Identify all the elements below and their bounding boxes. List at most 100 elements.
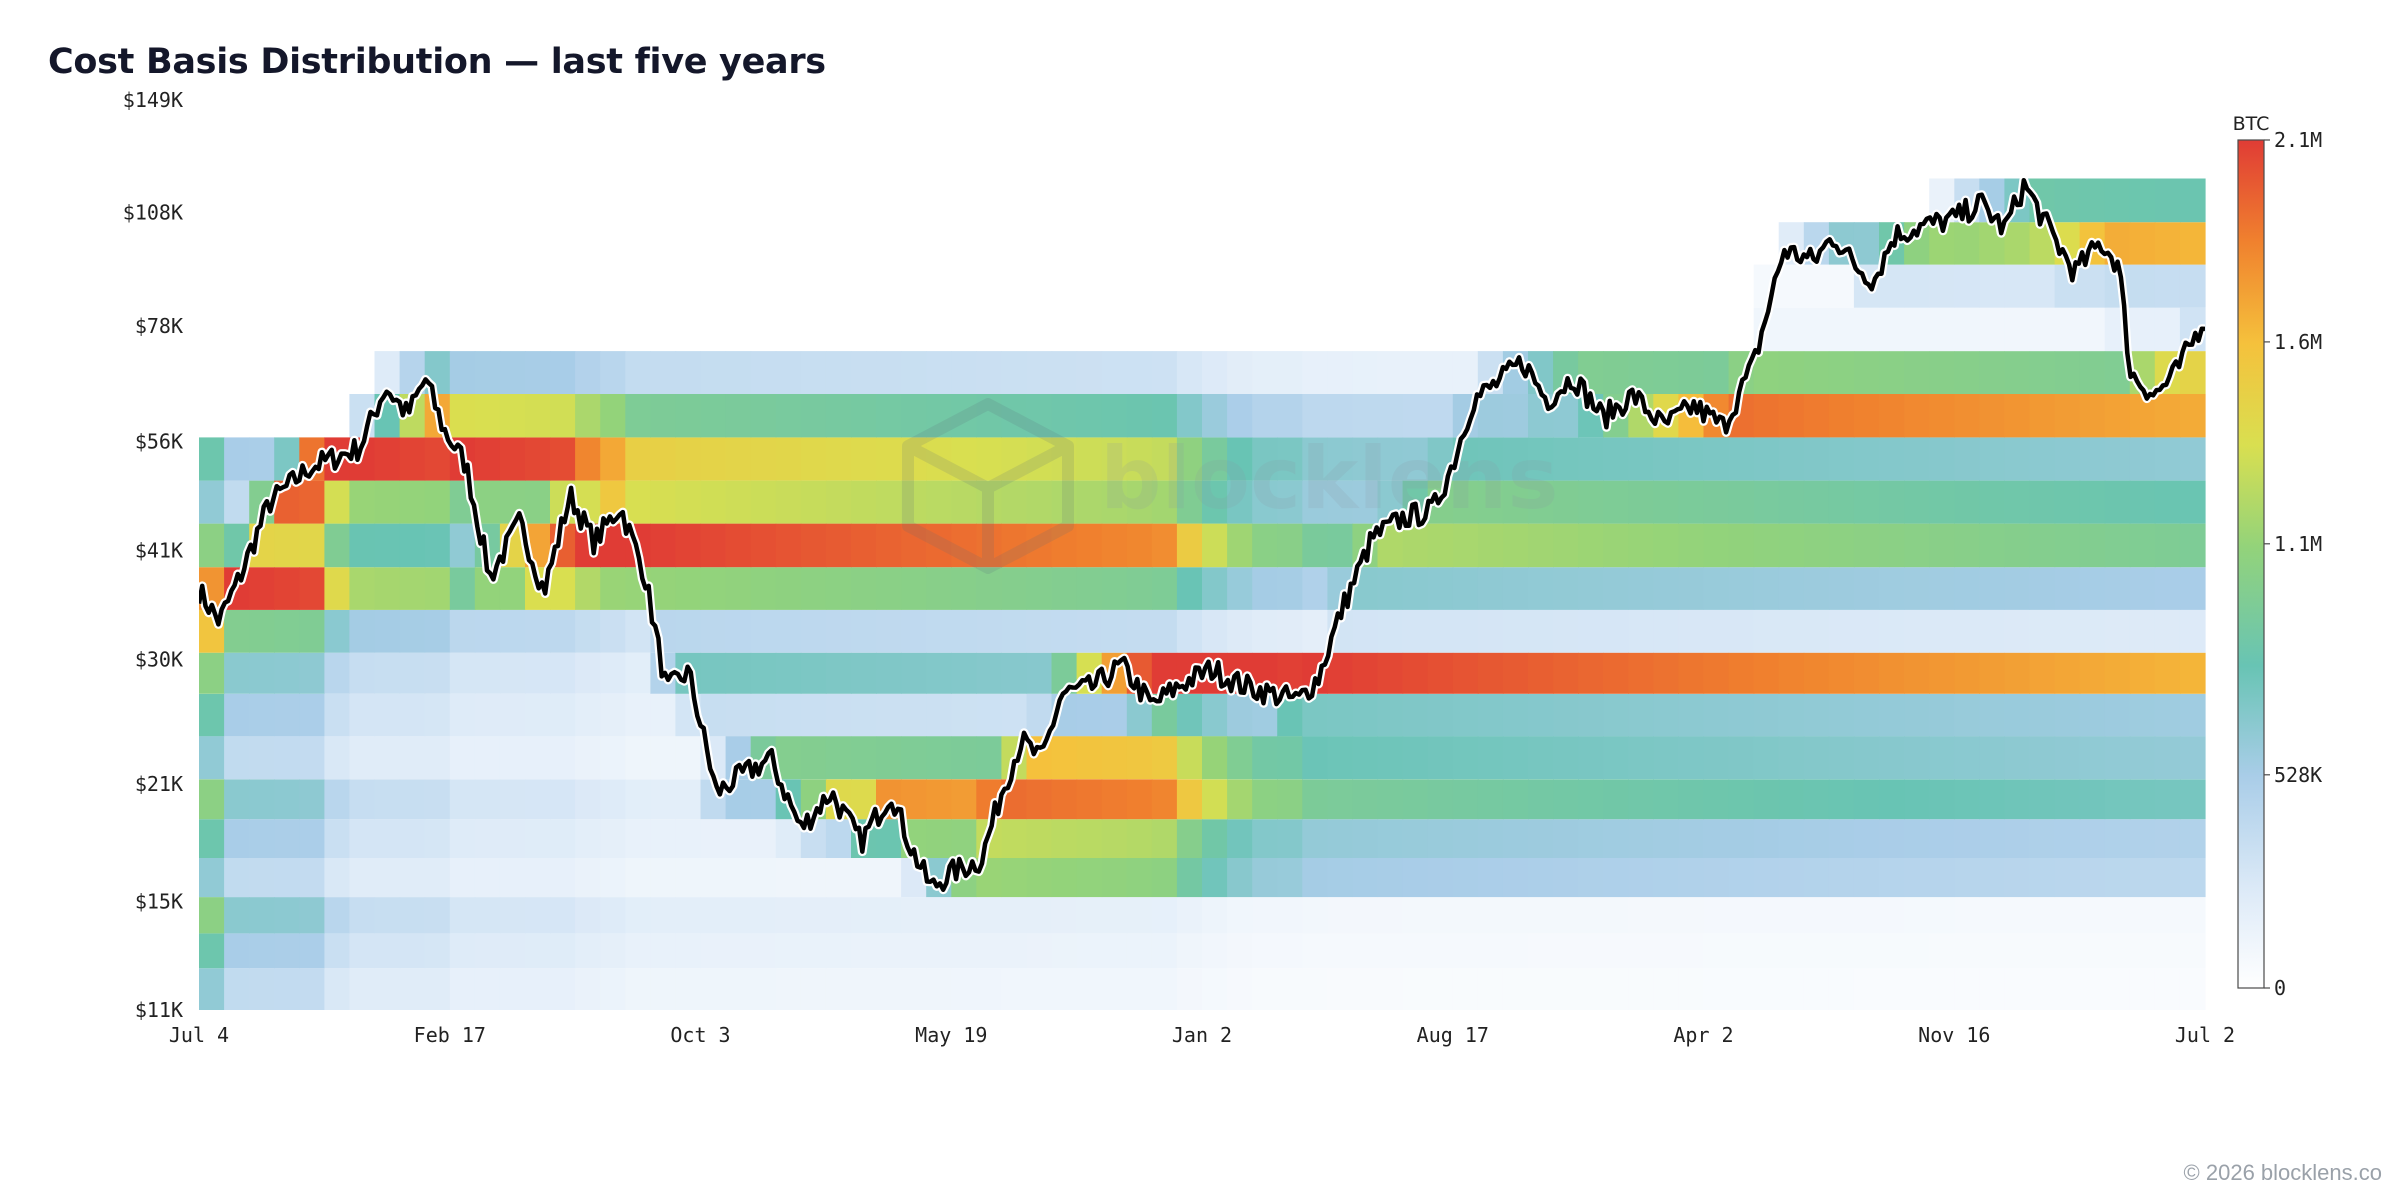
x-tick-label: Oct 3: [670, 1023, 730, 1047]
heatmap-cell: [775, 480, 802, 524]
heatmap-cell: [2004, 567, 2031, 610]
heatmap-cell: [1051, 968, 1078, 1010]
heatmap-cell: [449, 819, 476, 858]
heatmap-cell: [1427, 652, 1454, 694]
heatmap-cell: [1302, 567, 1328, 610]
heatmap-cell: [1076, 693, 1103, 737]
heatmap-cell: [1402, 609, 1429, 653]
heatmap-cell: [2179, 437, 2206, 481]
heatmap-cell: [725, 567, 752, 610]
heatmap-cell: [1202, 897, 1228, 934]
heatmap-cell: [750, 858, 777, 898]
price-line: [199, 177, 2205, 892]
heatmap-cell: [550, 567, 576, 610]
heatmap-cell: [1778, 567, 1805, 610]
heatmap-cell: [851, 437, 877, 481]
heatmap-cell: [1402, 437, 1429, 481]
heatmap-cell: [1151, 779, 1178, 820]
heatmap-cell: [1502, 933, 1529, 969]
heatmap-cell: [525, 437, 551, 481]
heatmap-cell: [2179, 779, 2206, 820]
heatmap-cell: [1703, 437, 1730, 481]
heatmap-cell: [1979, 652, 2005, 694]
y-tick-label: $149K: [123, 88, 183, 112]
heatmap-cell: [1678, 933, 1705, 969]
heatmap-cell: [926, 394, 952, 438]
heatmap-cell: [274, 652, 300, 694]
heatmap-cell: [1803, 480, 1830, 524]
heatmap-cell: [324, 609, 351, 653]
heatmap-cell: [1302, 736, 1328, 780]
heatmap-cell: [1352, 693, 1379, 737]
heatmap-cell: [2004, 480, 2031, 524]
heatmap-cell: [1678, 652, 1705, 694]
heatmap-cell: [1954, 819, 1980, 858]
heatmap-cell: [1202, 480, 1228, 524]
heatmap-cell: [876, 897, 902, 934]
heatmap-cell: [2054, 858, 2081, 898]
heatmap-cell: [800, 968, 827, 1010]
heatmap-cell: [1427, 933, 1454, 969]
heatmap-cell: [2004, 437, 2031, 481]
heatmap-cell: [800, 567, 827, 610]
heatmap-cell: [1026, 609, 1053, 653]
heatmap-cell: [650, 523, 677, 568]
heatmap-cell: [876, 858, 902, 898]
heatmap-cell: [374, 351, 401, 394]
heatmap-cell: [2104, 897, 2131, 934]
heatmap-cell: [1728, 609, 1755, 653]
heatmap-cell: [2029, 933, 2056, 969]
heatmap-cell: [951, 567, 977, 610]
heatmap-cell: [2104, 819, 2131, 858]
heatmap-cell: [2079, 897, 2106, 934]
heatmap-cell: [1678, 736, 1705, 780]
heatmap-cell: [1553, 968, 1579, 1010]
heatmap-cell: [2029, 858, 2056, 898]
heatmap-cell: [1753, 394, 1780, 438]
heatmap-cell: [2129, 819, 2156, 858]
heatmap-cell: [825, 437, 852, 481]
heatmap-cell: [1001, 394, 1028, 438]
heatmap-cell: [1778, 351, 1805, 394]
heatmap-cell: [474, 933, 501, 969]
heatmap-cell: [1628, 779, 1654, 820]
heatmap-cell: [600, 968, 626, 1010]
heatmap-cell: [2104, 523, 2131, 568]
heatmap-cell: [901, 523, 927, 568]
heatmap-cell: [1051, 897, 1078, 934]
heatmap-cell: [1803, 523, 1830, 568]
heatmap-cell: [951, 480, 977, 524]
heatmap-cell: [876, 693, 902, 737]
heatmap-cell: [1277, 351, 1303, 394]
heatmap-cell: [800, 351, 827, 394]
heatmap-cell: [1553, 897, 1579, 934]
heatmap-cell: [775, 394, 802, 438]
heatmap-cell: [901, 693, 927, 737]
heatmap-cell: [224, 819, 250, 858]
heatmap-cell: [274, 736, 300, 780]
heatmap-cell: [399, 480, 426, 524]
heatmap-cell: [1703, 897, 1730, 934]
heatmap-cell: [399, 523, 426, 568]
heatmap-cell: [1302, 437, 1328, 481]
heatmap-cell: [1026, 480, 1053, 524]
heatmap-cell: [324, 933, 351, 969]
heatmap-cell: [2179, 858, 2206, 898]
heatmap-cell: [951, 897, 977, 934]
heatmap-cell: [2154, 480, 2181, 524]
heatmap-cell: [349, 858, 376, 898]
heatmap-cell: [1352, 437, 1379, 481]
watermark: blocklens: [902, 398, 1559, 574]
heatmap-cell: [1528, 693, 1554, 737]
heatmap-cell: [1979, 968, 2005, 1010]
heatmap-cell: [901, 394, 927, 438]
heatmap-cell: [1477, 394, 1504, 438]
heatmap-cell: [851, 351, 877, 394]
heatmap-cell: [725, 609, 752, 653]
heatmap-cell: [600, 858, 626, 898]
heatmap-cell: [1252, 736, 1278, 780]
heatmap-cell: [1352, 819, 1379, 858]
heatmap-cell: [725, 351, 752, 394]
heatmap-cell: [2079, 779, 2106, 820]
heatmap-cell: [274, 609, 300, 653]
